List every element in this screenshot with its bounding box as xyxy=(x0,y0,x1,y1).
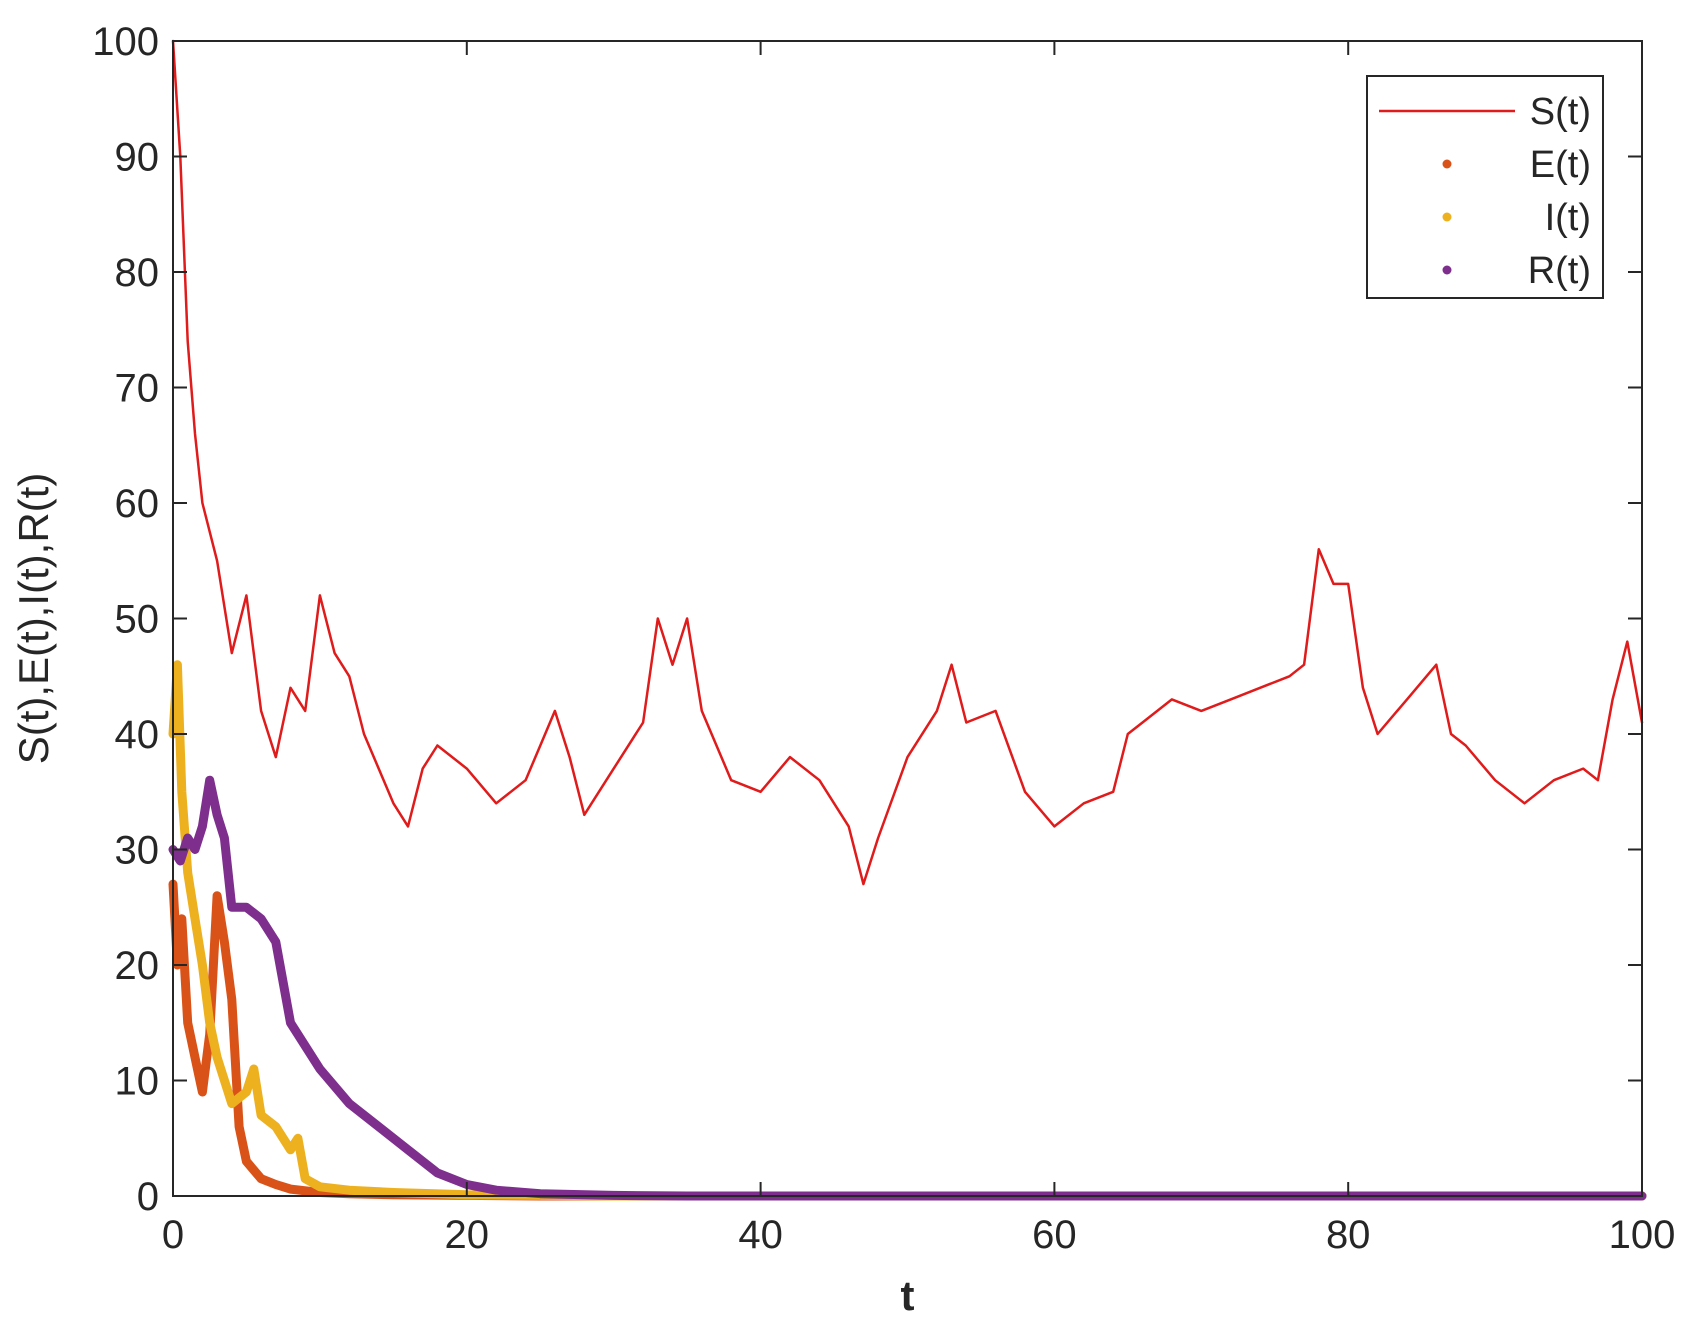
ticks-layer: 0 20 40 60 80 100 0 10 20 30 40 50 60 70 80 90 100 xyxy=(92,20,1675,1257)
x-tick-label: 40 xyxy=(738,1213,783,1257)
y-tick-label: 90 xyxy=(115,136,160,180)
y-axis-label: S(t),E(t),I(t),R(t) xyxy=(10,473,57,765)
y-tick-label: 20 xyxy=(115,944,160,988)
legend-label-et: E(t) xyxy=(1530,144,1591,186)
x-tick-label: 60 xyxy=(1032,1213,1077,1257)
legend-marker-rt xyxy=(1442,265,1452,275)
x-axis-label: t xyxy=(901,1272,915,1319)
y-tick-label: 10 xyxy=(115,1060,160,1104)
y-tick-label: 80 xyxy=(115,251,160,295)
legend-box xyxy=(1366,75,1604,299)
x-tick-label: 80 xyxy=(1326,1213,1371,1257)
series-line-st xyxy=(171,39,1644,886)
legend-marker-et xyxy=(1442,159,1452,169)
y-tick-label: 100 xyxy=(92,20,159,64)
legend-marker-it xyxy=(1442,212,1452,222)
y-tick-label: 40 xyxy=(115,713,160,757)
y-tick-label: 60 xyxy=(115,482,160,526)
y-tick-label: 0 xyxy=(137,1175,159,1219)
y-tick-label: 30 xyxy=(115,829,160,873)
x-tick-label: 20 xyxy=(445,1213,490,1257)
y-tick-label: 70 xyxy=(115,367,160,411)
legend-label-st: S(t) xyxy=(1530,91,1591,133)
x-tick-label: 0 xyxy=(162,1213,184,1257)
legend: S(t) E(t) I(t) R(t) xyxy=(1366,75,1604,299)
legend-label-it: I(t) xyxy=(1545,197,1591,239)
legend-label-rt: R(t) xyxy=(1528,250,1591,292)
y-tick-label: 50 xyxy=(115,598,160,642)
x-tick-label: 100 xyxy=(1609,1213,1676,1257)
